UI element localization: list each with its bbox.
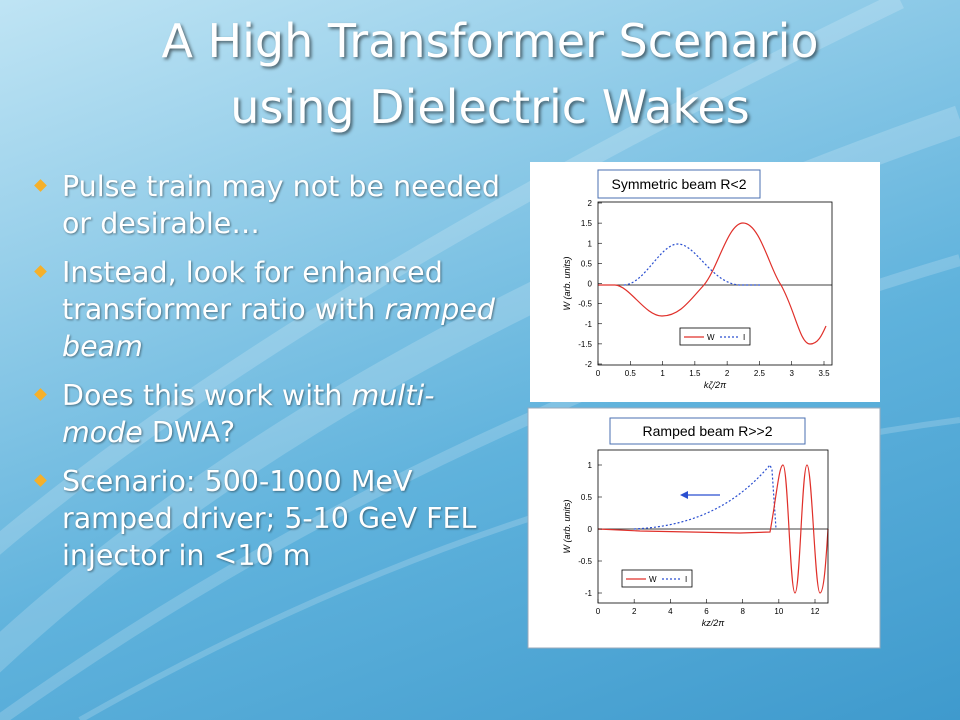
legend-box [621, 569, 693, 588]
bullet: Does this work with multi-mode DWA? [30, 377, 510, 451]
x-tick-label: 2.5 [754, 369, 766, 378]
x-tick-label: 6 [704, 607, 709, 616]
title-line: A High Transformer Scenario [161, 14, 819, 68]
legend-label: W [649, 575, 657, 584]
plot-frame [597, 449, 829, 604]
w-curve [597, 464, 829, 594]
x-tick-label: 2 [632, 607, 637, 616]
x-tick-label: 2 [725, 369, 730, 378]
y-tick-label: 0.5 [581, 493, 593, 502]
bullet-text: Does this work with [62, 379, 352, 412]
bullet-text: Scenario: 500-1000 MeV ramped driver; 5-… [62, 465, 477, 572]
plot-label-box [597, 169, 761, 199]
x-tick-label: 1 [660, 369, 665, 378]
x-axis-label: kζ/2π [704, 380, 727, 390]
bullet: Instead, look for enhanced transformer r… [30, 254, 510, 365]
legend-box [679, 327, 751, 346]
x-tick-label: 12 [811, 607, 820, 616]
plot-label: Ramped beam R>>2 [643, 423, 773, 439]
plot-label-box [609, 417, 806, 445]
y-tick-label: -0.5 [578, 300, 592, 309]
y-tick-label: 0 [588, 525, 593, 534]
bullet-emphasis: multi-mode [62, 379, 435, 449]
plot-panel [527, 407, 881, 649]
arrow-head [680, 491, 688, 499]
y-tick-label: 1 [588, 461, 593, 470]
x-axis-label: kz/2π [702, 618, 726, 628]
x-tick-label: 3 [789, 369, 794, 378]
y-tick-label: 2 [588, 199, 593, 208]
y-tick-label: -2 [585, 360, 593, 369]
legend-label: W [707, 333, 715, 342]
x-tick-label: 0 [596, 607, 601, 616]
y-tick-label: 0 [588, 280, 593, 289]
bullet-text: DWA? [142, 416, 236, 449]
bullet-list: Pulse train may not be needed or desirab… [30, 168, 510, 586]
bullet-text: Pulse train may not be needed or desirab… [62, 170, 500, 240]
x-tick-label: 3.5 [818, 369, 830, 378]
y-axis-label: W (arb. units) [562, 256, 572, 310]
i-curve [623, 243, 760, 286]
plot-label: Symmetric beam R<2 [612, 176, 747, 192]
y-tick-label: -1 [585, 589, 593, 598]
legend-label: I [743, 333, 745, 342]
bullet: Pulse train may not be needed or desirab… [30, 168, 510, 242]
x-tick-label: 10 [774, 607, 783, 616]
y-tick-label: -1 [585, 320, 593, 329]
y-tick-label: 1 [588, 239, 593, 248]
bullet-emphasis: ramped beam [62, 293, 495, 363]
y-tick-label: -1.5 [578, 340, 592, 349]
w-curve [598, 222, 827, 345]
bullet: Scenario: 500-1000 MeV ramped driver; 5-… [30, 463, 510, 574]
x-tick-label: 0 [596, 369, 601, 378]
title-line: using Dielectric Wakes [230, 80, 750, 134]
bullet-text: Instead, look for enhanced transformer r… [62, 256, 443, 326]
y-tick-label: -0.5 [578, 557, 592, 566]
x-tick-label: 0.5 [625, 369, 637, 378]
y-tick-label: 0.5 [581, 259, 593, 268]
x-tick-label: 1.5 [689, 369, 701, 378]
y-tick-label: 1.5 [581, 219, 593, 228]
x-tick-label: 8 [740, 607, 745, 616]
y-axis-label: W (arb. units) [562, 499, 572, 553]
x-tick-label: 4 [668, 607, 673, 616]
legend-label: I [685, 575, 687, 584]
